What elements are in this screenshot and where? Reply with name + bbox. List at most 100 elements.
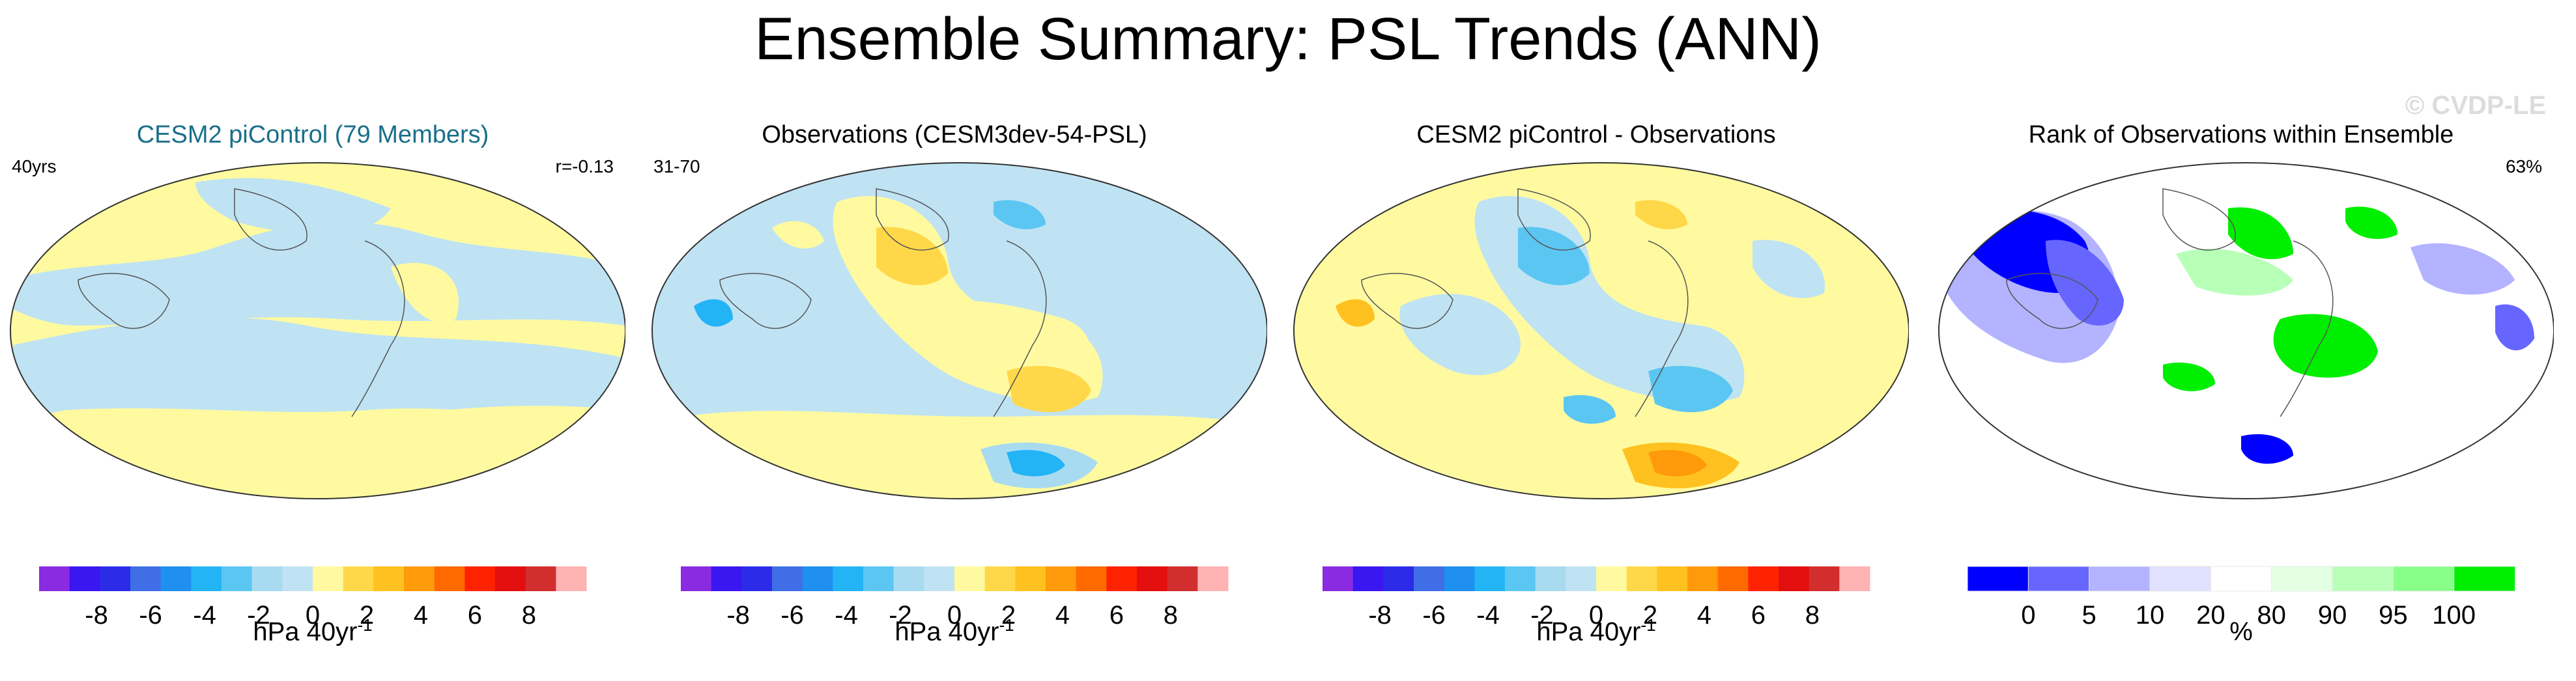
coastline [1517, 188, 1591, 251]
colorbar-units: hPa 40yr-1 [642, 615, 1267, 646]
map-outline [1938, 162, 2554, 499]
trend-region [1564, 395, 1616, 424]
colorbar-swatch [313, 566, 344, 591]
colorbar-swatch [741, 566, 773, 591]
trend-region [1648, 365, 1733, 413]
coastline [2006, 273, 2098, 329]
colorbar-tick-label: 10 [2136, 601, 2165, 630]
colorbar-tick-label: -2 [247, 601, 270, 630]
colorbar-units: % [1928, 615, 2554, 646]
colorbar-units: hPa 40yr-1 [0, 615, 625, 646]
coastline [78, 273, 170, 329]
colorbar-swatch [1383, 566, 1414, 591]
colorbar-tick-label: -4 [1476, 601, 1500, 630]
coastline [2280, 240, 2334, 417]
trend-region [10, 221, 625, 326]
colorbar-swatch [1748, 566, 1779, 591]
trend-region [876, 227, 948, 286]
map-globe [10, 163, 625, 499]
colorbar-swatch [1076, 566, 1107, 591]
colorbar-swatch [1839, 566, 1870, 591]
colorbar-swatch [465, 566, 496, 591]
colorbar-swatch [2271, 566, 2334, 592]
pattern-correlation-label: r=-0.13 [555, 156, 614, 176]
map-figure: 0 5 10 20 80 90 95 100 [1938, 162, 2554, 630]
trend-region [1007, 450, 1065, 477]
panel-difference: CESM2 piControl - Observations -8 -6 -4 -2 0… [1283, 111, 1909, 671]
colorbar-swatch [404, 566, 435, 591]
colorbar: -8 -6 -4 -2 0 2 4 6 8 [1323, 566, 1870, 630]
colorbar-tick-label: 20 [2196, 601, 2225, 630]
colorbar-tick-label: 95 [2379, 601, 2408, 630]
colorbar-swatch [772, 566, 803, 591]
colorbar-swatch [681, 566, 712, 591]
rank-region [2228, 207, 2293, 260]
colorbar-tick-label: -6 [1422, 601, 1446, 630]
colorbar-tick-label: 4 [1055, 601, 1070, 630]
percent-label: 63% [2505, 156, 2542, 176]
colorbar-swatch [373, 566, 405, 591]
map-figure: -8 -6 -4 -2 0 2 4 6 8 [1293, 162, 1909, 630]
colorbar-swatch [1474, 566, 1506, 591]
figure-title: Ensemble Summary: PSL Trends (ANN) [754, 6, 1822, 72]
panel-model-mean: CESM2 piControl (79 Members) 40yrs r=-0.… [0, 111, 625, 671]
trend-region [1648, 450, 1707, 477]
colorbar-tick-label: 6 [1109, 601, 1124, 630]
colorbar: -8 -6 -4 -2 0 2 4 6 8 [681, 566, 1229, 630]
colorbar-swatch [1414, 566, 1445, 591]
colorbar: -8 -6 -4 -2 0 2 4 6 8 [39, 566, 587, 630]
colorbar-tick-label: 8 [1164, 601, 1178, 630]
coastline [1361, 273, 1453, 329]
trend-region [391, 262, 459, 323]
trend-region [13, 317, 625, 425]
colorbar-swatch [160, 566, 192, 591]
map-globe [1294, 163, 1909, 499]
colorbar-swatch [1015, 566, 1046, 591]
colorbar-swatch [100, 566, 131, 591]
map-globe [1939, 163, 2554, 499]
colorbar-swatch [2332, 566, 2394, 592]
colorbar-swatch [282, 566, 313, 591]
colorbar-swatch [191, 566, 222, 591]
map-outline [10, 162, 625, 499]
trend-region [1635, 200, 1687, 230]
colorbar-swatch [1687, 566, 1719, 591]
units-exponent: -1 [999, 615, 1014, 635]
units-exponent: -1 [1640, 615, 1656, 635]
colorbar: 0 5 10 20 80 90 95 100 [1967, 566, 2516, 630]
rank-region [2163, 362, 2215, 391]
map-figure: -8 -6 -4 -2 0 2 4 6 8 [651, 162, 1267, 630]
colorbar-tick-label: -8 [726, 601, 750, 630]
rank-region [2495, 304, 2534, 351]
colorbar-tick-label: -6 [780, 601, 804, 630]
colorbar-tick-label: -8 [85, 601, 108, 630]
colorbar-tick-label: -8 [1368, 601, 1392, 630]
colorbar-units: hPa 40yr-1 [1283, 615, 1909, 646]
trend-region [1753, 240, 1825, 298]
panel-title: CESM2 piControl - Observations [1416, 121, 1776, 148]
colorbar-swatch [130, 566, 162, 591]
colorbar-tick-label: -4 [193, 601, 216, 630]
colorbar-swatch [863, 566, 894, 591]
trend-region [195, 178, 391, 234]
colorbar-tick-label: 0 [306, 601, 320, 630]
colorbar-swatch [1167, 566, 1198, 591]
colorbar-swatch [222, 566, 253, 591]
colorbar-swatch [802, 566, 833, 591]
colorbar-swatch [833, 566, 864, 591]
rank-region [2345, 206, 2397, 240]
colorbar-swatch [1809, 566, 1840, 591]
map-figure: -8 -6 -4 -2 0 2 4 6 8 [10, 162, 625, 630]
map-globe [652, 163, 1267, 499]
trend-region [1007, 365, 1091, 413]
trend-region [1336, 299, 1375, 327]
colorbar-tick-label: 8 [1805, 601, 1820, 630]
colorbar-tick-label: 6 [1751, 601, 1766, 630]
trend-region [694, 299, 733, 327]
colorbar-tick-label: 0 [2021, 601, 2035, 630]
colorbar-swatch [1566, 566, 1597, 591]
colorbar-swatch [1626, 566, 1657, 591]
colorbar-swatch [1323, 566, 1354, 591]
rank-region [2411, 243, 2515, 295]
colorbar-swatch [1046, 566, 1077, 591]
